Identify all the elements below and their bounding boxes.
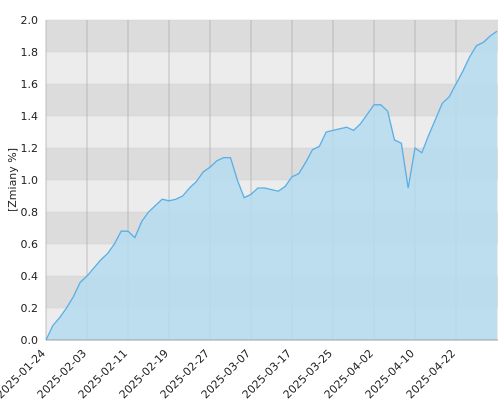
grid-band bbox=[46, 52, 498, 84]
y-axis-label: [Zmiany %] bbox=[6, 148, 19, 212]
y-tick-label: 0.0 bbox=[21, 334, 39, 347]
y-tick-label: 1.4 bbox=[21, 110, 39, 123]
y-tick-label: 0.4 bbox=[21, 270, 39, 283]
grid-band bbox=[46, 20, 498, 52]
y-tick-label: 1.8 bbox=[21, 46, 39, 59]
y-tick-label: 0.8 bbox=[21, 206, 39, 219]
grid-band bbox=[46, 116, 498, 148]
line bbox=[45, 30, 498, 341]
y-tick-label: 1.0 bbox=[21, 174, 39, 187]
y-tick-label: 0.6 bbox=[21, 238, 39, 251]
y-tick-label: 0.2 bbox=[21, 302, 39, 315]
y-tick-label: 2.0 bbox=[21, 14, 39, 27]
y-tick-label: 1.2 bbox=[21, 142, 39, 155]
grid-band bbox=[46, 84, 498, 116]
y-tick-label: 1.6 bbox=[21, 78, 39, 91]
